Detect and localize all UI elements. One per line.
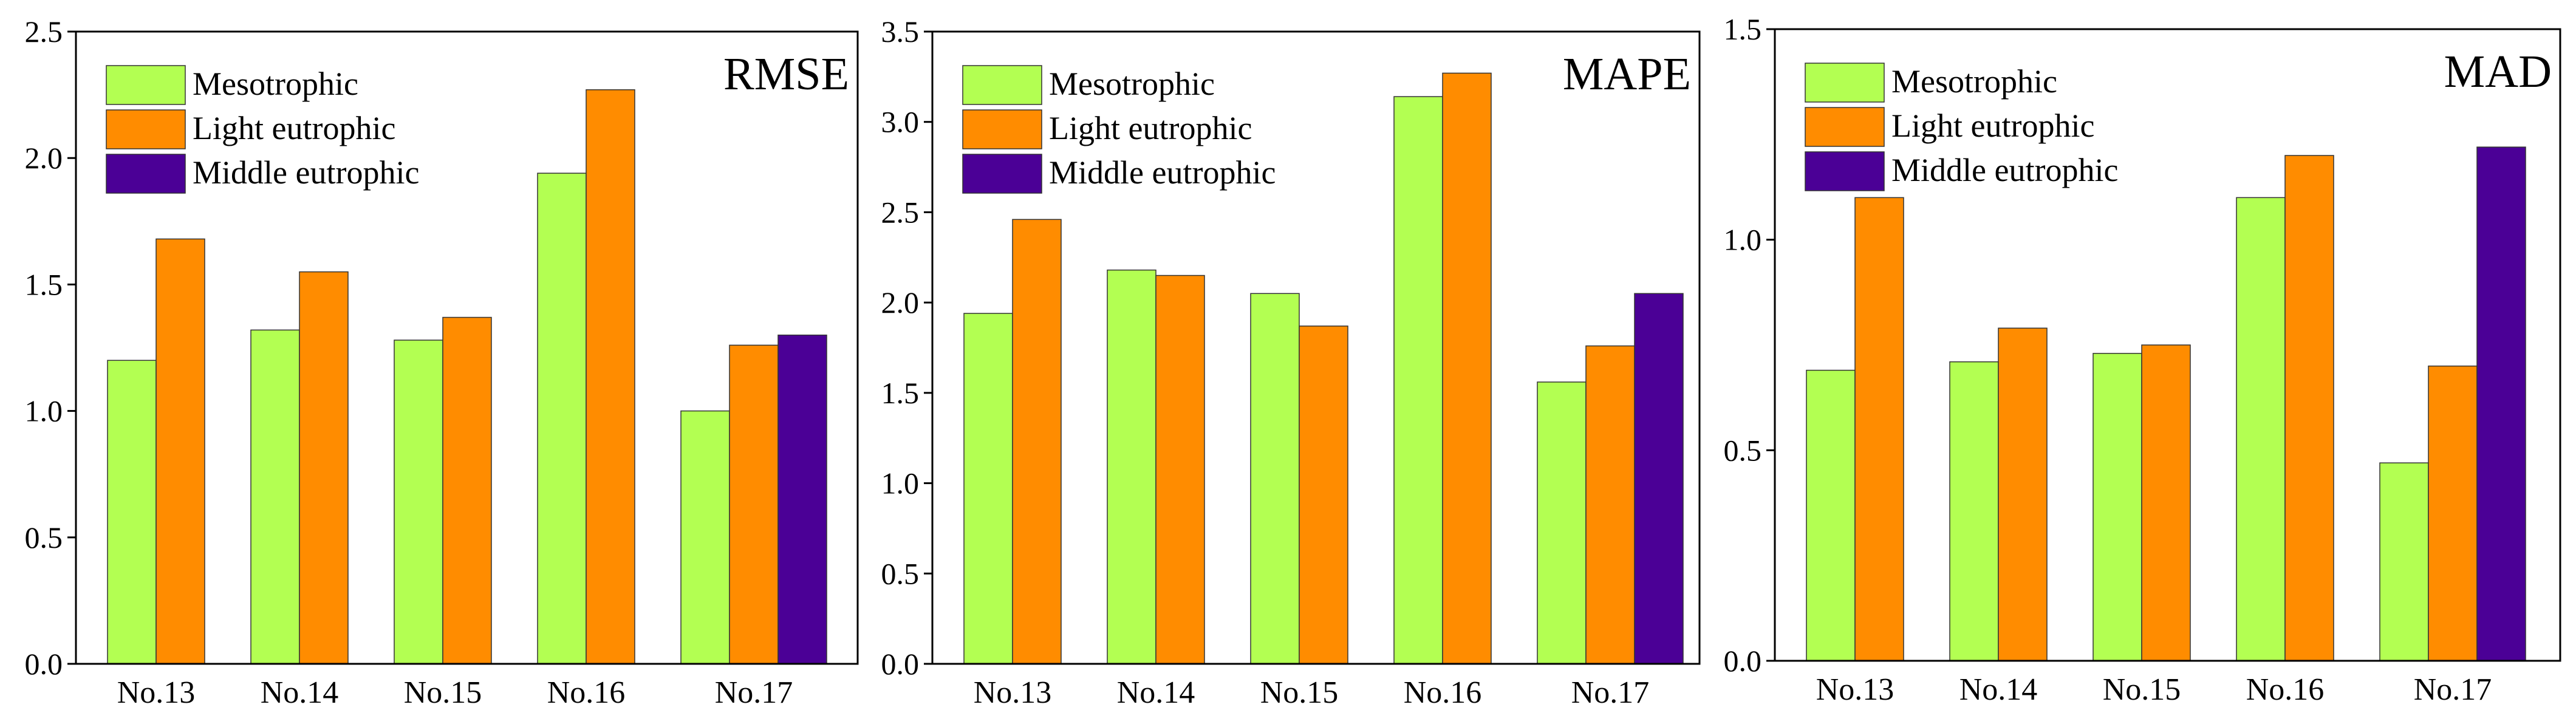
x-tick-label: No.14 [261,675,339,710]
x-tick-label: No.13 [1816,672,1894,707]
legend: Mesotrophic Light eutrophic Middle eutroph… [1805,63,2118,191]
chart-panel-rmse: 0.0 0.5 1.0 1.5 2.0 2.5 No.13 No.14 No.15 No.16 No… [25,15,859,710]
y-tick-label: 3.0 [881,105,920,139]
legend-label: Middle eutrophic [193,154,419,191]
bar-light-eutrophic-no15 [1299,326,1348,664]
legend-label: Mesotrophic [1049,66,1215,102]
x-tick-label: No.16 [2246,672,2325,707]
bar-middle-eutrophic-no17 [1634,293,1684,664]
x-tick-label: No.14 [1959,672,2038,707]
y-tick-label: 3.5 [881,15,920,49]
y-tick-label: 1.0 [1724,223,1762,257]
legend-label: Mesotrophic [1891,63,2057,100]
legend-swatch-middle-eutrophic [106,154,186,194]
bar-mesotrophic-no14 [250,329,300,664]
bar-mesotrophic-no17 [2379,462,2429,661]
bar-mesotrophic-no15 [2093,353,2142,661]
bar-mesotrophic-no13 [1806,369,1856,661]
legend-swatch-middle-eutrophic [1805,151,1885,191]
y-tick-label: 1.5 [25,267,63,301]
bar-light-eutrophic-no13 [155,238,205,664]
bar-mesotrophic-no15 [394,340,443,664]
x-tick-label: No.15 [1260,675,1339,710]
bar-mesotrophic-no16 [537,172,587,664]
bar-light-eutrophic-no14 [1155,275,1205,664]
chart-panel-mape: 0.0 0.5 1.0 1.5 2.0 2.5 3.0 3.5 No.13 No.14 No.15 N… [881,15,1701,710]
bar-middle-eutrophic-no17 [2476,146,2526,661]
axes-frame [931,30,1701,665]
x-tick-label: No.13 [974,675,1052,710]
legend-swatch-mesotrophic [106,65,186,105]
legend-label: Mesotrophic [193,66,358,102]
bar-mesotrophic-no13 [963,313,1013,664]
legend-swatch-mesotrophic [962,65,1042,105]
bar-light-eutrophic-no16 [1442,72,1492,664]
legend: Mesotrophic Light eutrophic Middle eutroph… [962,65,1276,194]
legend-label: Light eutrophic [1049,110,1252,146]
y-tick-label: 1.5 [881,376,920,410]
x-tick-label: No.16 [1404,675,1482,710]
y-tick-label: 2.0 [25,141,63,175]
bar-light-eutrophic-no17 [2428,365,2478,661]
y-tick-label: 1.0 [25,394,63,428]
x-tick-label: No.15 [2103,672,2181,707]
legend-label: Light eutrophic [193,110,395,146]
y-tick-label: 0.5 [25,521,63,555]
bar-light-eutrophic-no16 [2284,155,2334,661]
bar-light-eutrophic-no13 [1854,197,1904,661]
bar-mesotrophic-no13 [107,360,157,664]
bar-mesotrophic-no14 [1949,361,1999,661]
x-tick-label: No.14 [1117,675,1195,710]
legend-label: Middle eutrophic [1891,152,2118,188]
bar-mesotrophic-no17 [680,410,730,664]
x-tick-label: No.17 [2414,672,2492,707]
bar-light-eutrophic-no17 [729,344,779,664]
legend: Mesotrophic Light eutrophic Middle eutroph… [106,65,419,194]
bar-light-eutrophic-no15 [442,316,492,664]
y-tick-label: 1.0 [881,466,920,500]
y-tick-label: 0.0 [881,647,920,681]
y-tick-label: 0.0 [25,647,63,681]
bar-light-eutrophic-no16 [586,89,635,664]
bar-mesotrophic-no15 [1250,293,1300,664]
axes-frame [75,30,859,665]
legend-swatch-middle-eutrophic [962,154,1042,194]
x-tick-label: No.17 [1571,675,1650,710]
y-tick-label: 2.5 [25,15,63,49]
bar-mesotrophic-no17 [1537,381,1587,664]
y-tick-label: 1.5 [1724,12,1762,46]
x-tick-label: No.17 [715,675,793,710]
bar-middle-eutrophic-no17 [777,334,827,664]
legend-label: Middle eutrophic [1049,154,1276,191]
bar-light-eutrophic-no13 [1012,219,1062,664]
chart-title: MAPE [1563,49,1691,100]
legend-swatch-mesotrophic [1805,63,1885,103]
chart-title: RMSE [723,49,849,100]
legend-swatch-light-eutrophic [1805,107,1885,147]
bar-mesotrophic-no16 [2236,197,2286,661]
legend-label: Light eutrophic [1891,108,2094,144]
bar-light-eutrophic-no14 [1998,327,2048,661]
axes-frame [1774,28,2561,662]
y-tick-label: 0.5 [1724,433,1762,467]
y-tick-label: 2.0 [881,285,920,319]
bar-light-eutrophic-no15 [2141,344,2191,661]
bar-mesotrophic-no14 [1107,269,1156,664]
bar-light-eutrophic-no17 [1585,345,1635,664]
bar-light-eutrophic-no14 [299,271,349,664]
bar-mesotrophic-no16 [1393,96,1443,664]
legend-swatch-light-eutrophic [106,109,186,149]
chart-title: MAD [2444,46,2552,97]
x-tick-label: No.13 [117,675,196,710]
chart-panel-mad: 0.0 0.5 1.0 1.5 No.13 No.14 No.15 No.16 No.17 MAD… [1724,12,2561,707]
x-tick-label: No.16 [547,675,626,710]
legend-swatch-light-eutrophic [962,109,1042,149]
x-tick-label: No.15 [404,675,482,710]
y-tick-label: 0.5 [881,556,920,590]
y-tick-label: 0.0 [1724,644,1762,678]
y-tick-label: 2.5 [881,195,920,229]
